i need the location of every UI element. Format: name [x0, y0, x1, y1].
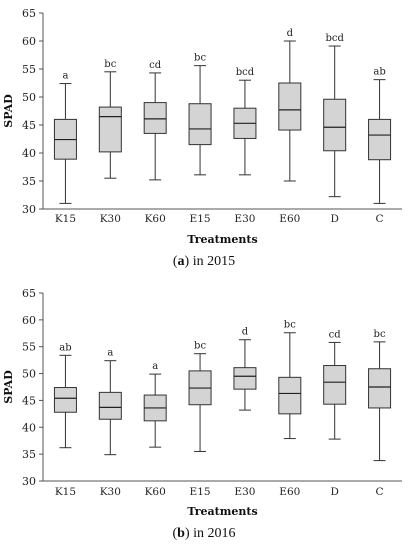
panel-2-y-tick-label: 60 [22, 314, 36, 327]
panel-2-y-tick-label: 30 [22, 475, 36, 488]
panel-1-box [143, 102, 167, 134]
panel-1-y-tick-label: 35 [22, 175, 36, 188]
caption-2015: (a) in 2015 [172, 254, 236, 269]
panel-1-group-label: a [62, 71, 68, 82]
panel-1-x-tick-label: D [330, 213, 338, 225]
panel-2-y-tick-label: 45 [22, 394, 36, 407]
panel-2-y-tick-label: 55 [22, 341, 36, 354]
panel-2-x-tick-label: E60 [279, 486, 300, 498]
panel-2-x-tick-label: K30 [100, 486, 121, 498]
panel-1-box [278, 82, 302, 131]
panel-1-box [98, 106, 122, 153]
caption-2016-letter: b [177, 526, 185, 541]
panel-1-x-tick-label: E60 [279, 213, 300, 225]
panel-1-x-tick-label: E30 [234, 213, 255, 225]
panel-2-x-tick-label: D [330, 486, 338, 498]
panel-2-group-label: a [107, 348, 113, 359]
panel-2-box [368, 368, 392, 409]
panel-1-y-tick-label: 40 [22, 147, 36, 160]
panel-2-group-label: a [152, 361, 158, 372]
panel-2-y-tick-label: 50 [22, 368, 36, 381]
panel-1-x-tick-label: K60 [145, 213, 166, 225]
panel-2-y-tick-label: 40 [22, 421, 36, 434]
panel-2-x-tick-label: E15 [190, 486, 211, 498]
panel-2-group-label: ab [59, 342, 71, 353]
panel-1-x-tick-label: E15 [190, 213, 211, 225]
panel-2-x-axis-label: Treatments [187, 505, 257, 518]
panel-1-y-tick-label: 45 [22, 119, 36, 132]
panel-1-group-label: d [287, 28, 294, 39]
panel-1-y-tick-label: 30 [22, 203, 36, 216]
panel-2-group-label: bc [374, 329, 386, 340]
panel-2-y-axis-label: SPAD [2, 370, 15, 404]
panel-1-y-tick-label: 50 [22, 91, 36, 104]
panel-2-group-label: cd [329, 329, 342, 340]
panel-1-box [323, 98, 347, 152]
panel-1-group-label: ab [373, 67, 385, 78]
panel-1-group-label: bcd [236, 67, 255, 78]
panel-2-group-label: d [242, 327, 249, 338]
panel-1-x-tick-label: C [376, 213, 384, 225]
panel-1-x-tick-label: K30 [100, 213, 121, 225]
panel-2-group-label: bc [194, 341, 206, 352]
panel-1-box [368, 118, 392, 161]
panel-2-box [53, 387, 77, 413]
panel-2-x-tick-label: E30 [234, 486, 255, 498]
caption-2015-text: in 2015 [192, 254, 236, 269]
panel-1-group-label: bcd [325, 33, 344, 44]
panel-2-y-tick-label: 35 [22, 448, 36, 461]
panel-2-y-tick-label: 65 [22, 287, 36, 300]
panel-1-box [188, 103, 212, 146]
panel-1-group-label: bc [104, 59, 116, 70]
panel-1-x-tick-label: K15 [55, 213, 76, 225]
panel-2-x-tick-label: K60 [145, 486, 166, 498]
panel-1-x-axis-label: Treatments [187, 233, 257, 246]
panel-2-box [278, 376, 302, 415]
panel-1-group-label: cd [149, 60, 162, 71]
panel-2-x-tick-label: C [376, 486, 384, 498]
panel-2-box [98, 391, 122, 420]
caption-2016-text: in 2016 [193, 526, 236, 541]
panel-1-y-tick-label: 55 [22, 63, 36, 76]
panel-1-group-label: bc [194, 53, 206, 64]
panel-1-y-axis-label: SPAD [2, 94, 15, 128]
panel-2-x-tick-label: K15 [55, 486, 76, 498]
caption-2016: (b) in 2016 [172, 526, 236, 541]
panel-1-y-tick-label: 65 [22, 7, 36, 20]
panel-2-group-label: bc [284, 320, 296, 331]
panel-2-box [323, 365, 347, 405]
panel-1-y-tick-label: 60 [22, 35, 36, 48]
panel-2-box [233, 367, 257, 390]
caption-2015-letter: a [177, 254, 185, 269]
